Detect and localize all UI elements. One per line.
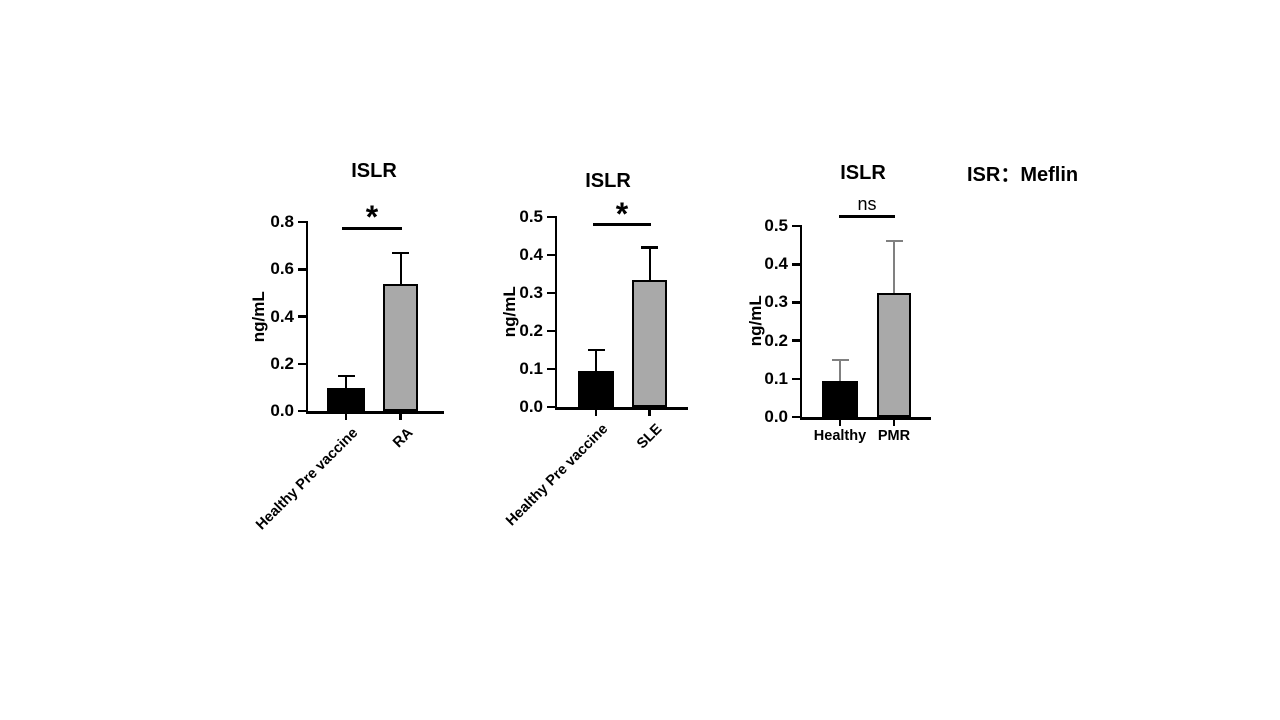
y-tick xyxy=(792,377,800,381)
error-bar-cap xyxy=(885,240,903,243)
y-axis xyxy=(799,225,802,420)
y-tick-label: 0.0 xyxy=(519,397,543,416)
x-tick xyxy=(594,409,598,416)
y-axis-title: ng/mL xyxy=(500,286,520,338)
x-axis xyxy=(799,417,931,420)
y-tick-label: 0.4 xyxy=(270,306,294,326)
chart-title: ISLR xyxy=(351,160,397,182)
error-bar-cap xyxy=(587,349,605,352)
legend-note: ISR：Meflin xyxy=(967,164,1079,186)
y-tick xyxy=(547,253,555,257)
significance-label: ns xyxy=(857,194,877,214)
y-tick xyxy=(792,263,800,266)
y-tick xyxy=(298,362,306,366)
y-tick xyxy=(298,268,306,271)
y-tick xyxy=(298,409,306,413)
error-bar-line xyxy=(399,252,402,286)
y-tick xyxy=(792,301,800,304)
y-tick xyxy=(547,367,555,371)
bar xyxy=(578,371,614,407)
y-tick-label: 0.6 xyxy=(270,259,294,279)
error-bar-line xyxy=(595,350,597,373)
y-axis xyxy=(554,216,557,410)
bar xyxy=(822,381,858,417)
error-bar-cap xyxy=(831,358,849,361)
y-tick xyxy=(547,329,555,333)
significance-line xyxy=(593,223,651,226)
bar xyxy=(877,293,911,417)
error-bar-cap xyxy=(337,374,355,377)
y-tick xyxy=(792,224,800,228)
y-tick xyxy=(298,315,306,318)
significance-label: * xyxy=(615,196,629,232)
x-tick-label: Healthy xyxy=(813,428,867,444)
x-tick xyxy=(648,409,651,416)
y-tick-label: 0.5 xyxy=(519,207,543,226)
significance-line xyxy=(839,215,895,218)
y-tick xyxy=(298,220,306,224)
error-bar-line xyxy=(839,359,841,383)
significance-line xyxy=(342,227,402,230)
y-tick-label: 0.2 xyxy=(270,353,294,373)
significance-label: * xyxy=(365,199,379,235)
x-tick xyxy=(838,419,842,426)
y-tick-label: 0.0 xyxy=(764,407,788,426)
chart-title: ISLR xyxy=(840,162,886,184)
chart-title: ISLR xyxy=(585,170,631,192)
x-tick xyxy=(892,419,896,426)
error-bar-line xyxy=(648,247,651,282)
x-tick xyxy=(344,413,348,420)
x-axis xyxy=(305,411,444,414)
y-tick-label: 0.1 xyxy=(519,359,543,378)
y-tick xyxy=(792,339,800,342)
error-bar-cap xyxy=(641,246,658,249)
error-bar-cap xyxy=(392,251,409,254)
y-tick-label: 0.4 xyxy=(519,245,543,264)
y-tick-label: 0.0 xyxy=(270,401,294,420)
y-tick-label: 0.2 xyxy=(764,330,788,350)
x-axis xyxy=(554,407,688,410)
y-tick-label: 0.8 xyxy=(270,212,294,231)
bar xyxy=(383,284,418,411)
y-tick-label: 0.1 xyxy=(764,368,788,388)
y-tick xyxy=(547,291,555,295)
bar xyxy=(327,388,365,411)
x-tick xyxy=(399,413,402,420)
bar xyxy=(632,280,667,407)
y-tick-label: 0.2 xyxy=(519,321,543,340)
error-bar-line xyxy=(345,375,347,390)
x-tick-label: PMR xyxy=(877,428,911,444)
y-axis xyxy=(305,221,308,414)
y-tick xyxy=(792,415,800,419)
y-axis-title: ng/mL xyxy=(746,295,766,347)
error-bar-line xyxy=(893,241,895,295)
y-tick xyxy=(547,215,555,219)
y-tick-label: 0.3 xyxy=(764,292,788,312)
y-tick-label: 0.4 xyxy=(764,254,788,274)
y-tick xyxy=(547,405,555,409)
y-tick-label: 0.3 xyxy=(519,283,543,302)
y-tick-label: 0.5 xyxy=(764,216,788,235)
